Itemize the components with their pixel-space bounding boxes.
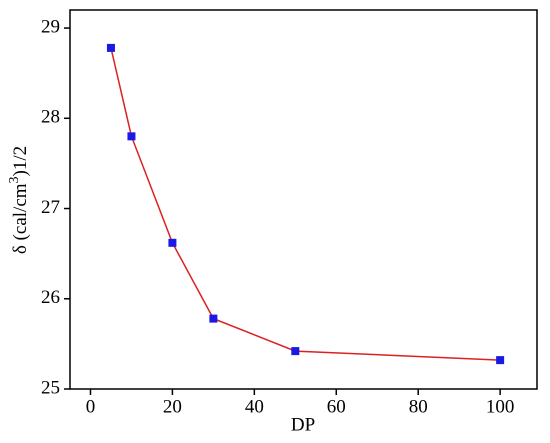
- data-point: [291, 347, 300, 356]
- x-tick-label: 0: [86, 396, 96, 417]
- data-point: [496, 356, 505, 365]
- data-point: [127, 132, 136, 141]
- data-point: [168, 238, 177, 247]
- x-tick-label: 80: [409, 396, 428, 417]
- y-tick-label: 29: [41, 16, 60, 37]
- x-tick-label: 40: [245, 396, 264, 417]
- x-tick-label: 20: [163, 396, 182, 417]
- y-tick-label: 27: [41, 197, 60, 218]
- y-label-sup: 3: [7, 176, 22, 183]
- y-tick-label: 25: [41, 377, 60, 398]
- y-tick-label: 26: [41, 287, 60, 308]
- x-axis-label: DP: [291, 414, 315, 435]
- y-tick-label: 28: [41, 107, 60, 128]
- y-label-part: δ (cal/cm: [10, 183, 31, 254]
- x-tick-label: 100: [486, 396, 515, 417]
- data-point: [106, 43, 115, 52]
- y-axis-label: δ (cal/cm3)1/2: [7, 146, 31, 254]
- data-line: [110, 47, 501, 361]
- x-tick-label: 60: [327, 396, 346, 417]
- y-label-part: )1/2: [10, 146, 31, 177]
- data-point: [209, 314, 218, 323]
- plot-frame: [69, 9, 538, 390]
